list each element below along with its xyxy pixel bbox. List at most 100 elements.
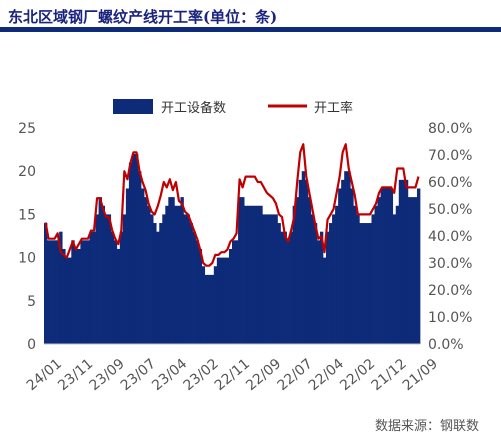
bar xyxy=(238,197,242,344)
bar xyxy=(71,240,75,344)
bar xyxy=(47,240,51,344)
bar xyxy=(383,188,387,344)
title-underline xyxy=(0,27,501,32)
y-right-tick-label: 60.0% xyxy=(428,175,472,191)
bar xyxy=(189,223,193,344)
legend-bar-label: 开工设备数 xyxy=(161,100,226,116)
bar xyxy=(241,197,245,344)
bar xyxy=(407,197,412,344)
x-tick-label: 23/11 xyxy=(55,356,96,394)
bar xyxy=(95,214,99,344)
source-note: 数据来源：钢联数 xyxy=(374,419,479,434)
x-tick-label: 23/02 xyxy=(181,356,222,394)
bar xyxy=(326,231,330,344)
bar xyxy=(186,214,190,344)
bar xyxy=(235,240,239,344)
bar xyxy=(386,188,391,344)
bar xyxy=(338,188,342,344)
bar xyxy=(416,188,421,344)
x-tick-label: 23/09 xyxy=(87,356,128,394)
bar xyxy=(183,214,187,344)
bar xyxy=(232,240,236,344)
bar xyxy=(198,248,203,344)
bar xyxy=(259,205,263,344)
bar xyxy=(156,231,160,344)
bar xyxy=(68,257,72,344)
y-left-tick-label: 20 xyxy=(18,164,36,180)
bar xyxy=(225,257,230,344)
bar xyxy=(204,274,209,344)
legend-bar-swatch xyxy=(113,99,153,114)
bar xyxy=(116,248,121,344)
bar xyxy=(413,197,418,344)
y-left-tick-label: 0 xyxy=(27,337,36,353)
bar xyxy=(335,205,339,344)
bar xyxy=(144,197,148,344)
bar xyxy=(131,153,136,344)
bar xyxy=(295,197,300,344)
bar xyxy=(228,248,233,344)
y-left-tick-label: 15 xyxy=(18,207,36,223)
bar xyxy=(128,162,133,344)
bar xyxy=(107,214,112,344)
bar xyxy=(89,231,93,344)
bar xyxy=(141,188,145,344)
x-tick-label: 21/09 xyxy=(400,356,441,394)
bar xyxy=(138,171,142,344)
bar xyxy=(119,231,124,344)
bar xyxy=(410,197,415,344)
bar xyxy=(250,205,254,344)
y-right-tick-label: 30.0% xyxy=(428,256,472,272)
bar xyxy=(101,205,105,344)
bar xyxy=(356,214,360,344)
bar xyxy=(110,231,115,344)
bar xyxy=(274,214,278,344)
bar xyxy=(392,214,397,344)
bar xyxy=(122,214,127,344)
bar xyxy=(353,205,357,344)
bar xyxy=(280,231,284,344)
bar xyxy=(44,223,48,344)
bar xyxy=(56,240,60,344)
bar xyxy=(322,257,327,344)
bar xyxy=(244,205,248,344)
bar xyxy=(365,223,369,344)
bar xyxy=(247,205,251,344)
bar xyxy=(113,240,118,344)
x-tick-label: 22/11 xyxy=(212,356,253,394)
bar xyxy=(310,214,315,344)
bar xyxy=(262,214,266,344)
bar xyxy=(92,231,96,344)
bar xyxy=(298,179,303,344)
bar xyxy=(316,240,321,344)
legend: 开工设备数 开工率 xyxy=(113,99,353,116)
bar xyxy=(347,171,351,344)
bar xyxy=(380,188,384,344)
x-tick-label: 22/09 xyxy=(243,356,284,394)
x-tick-label: 23/07 xyxy=(118,356,159,394)
bar xyxy=(77,248,81,344)
bar xyxy=(74,248,78,344)
bar xyxy=(256,205,260,344)
bar xyxy=(253,205,257,344)
y-right-tick-label: 80.0% xyxy=(428,121,472,137)
bar xyxy=(277,223,281,344)
bar xyxy=(332,214,336,344)
bar-series xyxy=(44,153,421,344)
bar xyxy=(50,240,54,344)
bar xyxy=(153,223,157,344)
bar xyxy=(374,205,378,344)
bar xyxy=(359,223,363,344)
bar xyxy=(80,240,84,344)
bar xyxy=(289,231,293,344)
bar xyxy=(207,274,212,344)
bar xyxy=(165,205,169,344)
bar xyxy=(59,231,63,344)
bar xyxy=(371,214,375,344)
bar xyxy=(350,188,354,344)
bar xyxy=(180,197,184,344)
bar xyxy=(341,179,345,344)
x-tick-label: 23/04 xyxy=(149,356,190,394)
bar xyxy=(362,223,366,344)
bar xyxy=(271,214,275,344)
